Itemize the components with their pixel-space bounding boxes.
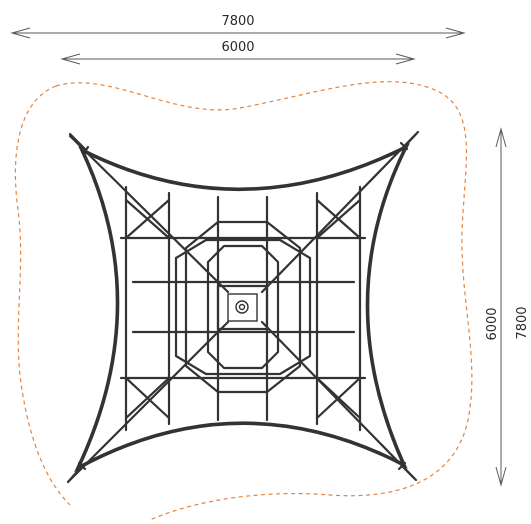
ring-outer (184, 220, 302, 394)
ring-middle (206, 244, 280, 370)
dimension-outer-height: 7800 (515, 306, 530, 339)
anchor-rope-sw (68, 320, 230, 482)
anchor-post-ne (399, 130, 420, 151)
center-hub (235, 300, 249, 314)
ring-lateral (174, 238, 312, 376)
brace-4 (315, 198, 362, 240)
anchor-rope-se (260, 320, 416, 480)
brace-8 (315, 376, 362, 420)
outer-width-label: 7800 (221, 14, 254, 29)
anchor-posts (66, 130, 420, 484)
outer-height-label: 7800 (515, 306, 530, 339)
anchor-rope-nw (68, 134, 230, 294)
dimension-net-height: 6000 (485, 127, 507, 487)
anchor-post-se (397, 461, 418, 482)
net-height-label: 6000 (485, 307, 500, 340)
dimension-net-width: 6000 (60, 40, 416, 65)
net-width-label: 6000 (221, 40, 254, 55)
anchor-post-sw (66, 461, 87, 484)
anchor-rope-ne (260, 132, 418, 294)
brace-6 (124, 376, 171, 420)
dimension-outer-width: 7800 (10, 14, 466, 39)
spider-net (68, 132, 418, 482)
center-hub-inner (238, 303, 246, 311)
center-frame (216, 284, 269, 331)
brace-2 (124, 198, 171, 240)
anchor-post-nw (68, 132, 90, 155)
center-square (227, 293, 258, 322)
safety-zone-outline (14, 81, 473, 521)
